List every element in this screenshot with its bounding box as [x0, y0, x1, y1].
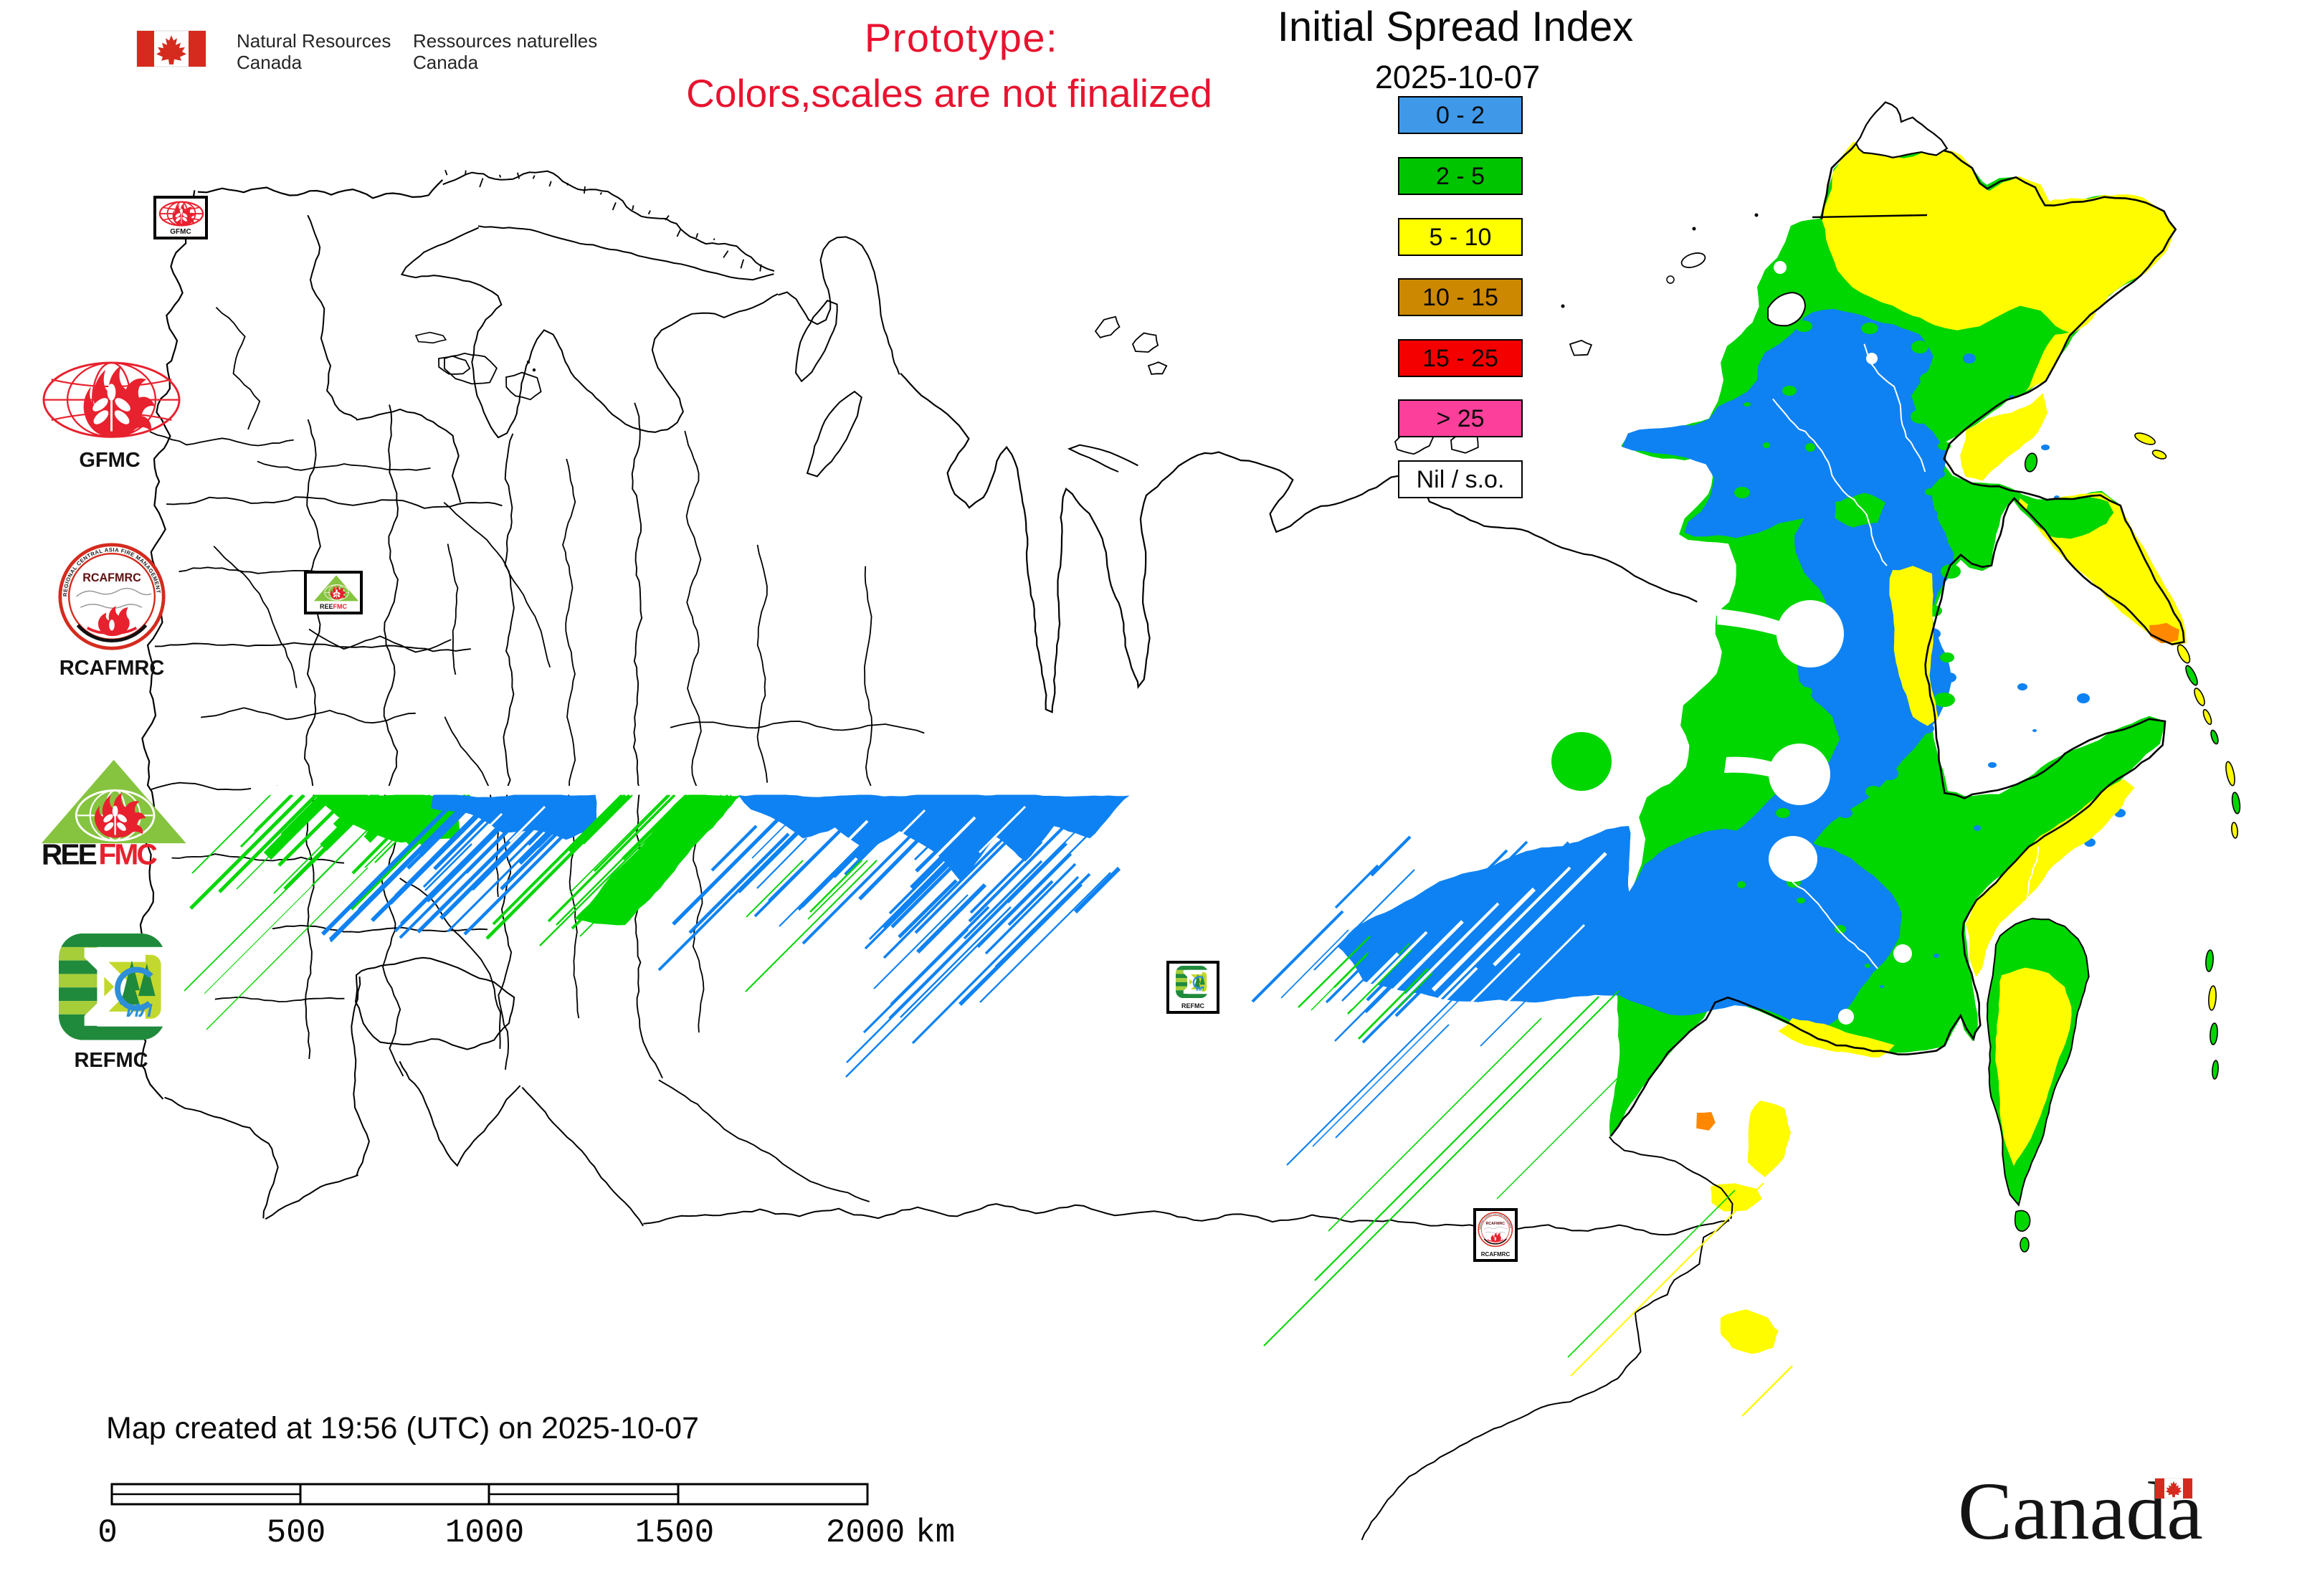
svg-text:Nil / s.o.: Nil / s.o. — [1417, 466, 1505, 493]
svg-text:2000: 2000 — [826, 1514, 905, 1552]
svg-text:REE: REE — [42, 837, 97, 870]
svg-text:5 - 10: 5 - 10 — [1430, 224, 1492, 251]
svg-text:ИЛ: ИЛ — [126, 1001, 153, 1021]
svg-text:15 - 25: 15 - 25 — [1422, 345, 1498, 372]
svg-text:0: 0 — [97, 1514, 118, 1552]
svg-text:Initial Spread Index: Initial Spread Index — [1278, 4, 1634, 50]
svg-text:1500: 1500 — [635, 1514, 714, 1552]
svg-text:RCAFMRC: RCAFMRC — [82, 571, 141, 584]
svg-text:Canada: Canada — [237, 52, 303, 73]
svg-text:Colors,scales are not finalize: Colors,scales are not finalized — [686, 71, 1212, 115]
svg-text:RCAFMRC: RCAFMRC — [1481, 1251, 1511, 1258]
svg-text:FMC: FMC — [98, 837, 157, 870]
svg-text:2025-10-07: 2025-10-07 — [1375, 59, 1540, 95]
svg-text:Map created at 19:56 (UTC) on: Map created at 19:56 (UTC) on 2025-10-07 — [106, 1411, 699, 1445]
svg-text:Canada: Canada — [413, 52, 479, 73]
svg-text:10 - 15: 10 - 15 — [1422, 284, 1498, 311]
svg-text:Natural Resources: Natural Resources — [237, 30, 391, 52]
svg-text:1000: 1000 — [445, 1514, 524, 1552]
svg-text:500: 500 — [267, 1514, 326, 1552]
svg-text:Ressources naturelles: Ressources naturelles — [413, 30, 597, 52]
svg-text:> 25: > 25 — [1436, 405, 1484, 432]
svg-text:Prototype:: Prototype: — [865, 15, 1058, 60]
svg-text:GFMC: GFMC — [170, 228, 191, 236]
svg-text:REFMC: REFMC — [74, 1049, 148, 1072]
svg-text:REFMC: REFMC — [1181, 1002, 1204, 1010]
svg-text:2 - 5: 2 - 5 — [1436, 163, 1485, 190]
svg-text:ИЛ: ИЛ — [1197, 986, 1205, 992]
svg-text:RCAFMRC: RCAFMRC — [60, 657, 165, 680]
svg-text:0 - 2: 0 - 2 — [1436, 102, 1485, 129]
svg-text:RCAFMRC: RCAFMRC — [1485, 1222, 1505, 1226]
svg-text:GFMC: GFMC — [79, 449, 140, 472]
svg-text:km: km — [915, 1514, 955, 1552]
svg-text:REEFMC: REEFMC — [320, 603, 348, 610]
